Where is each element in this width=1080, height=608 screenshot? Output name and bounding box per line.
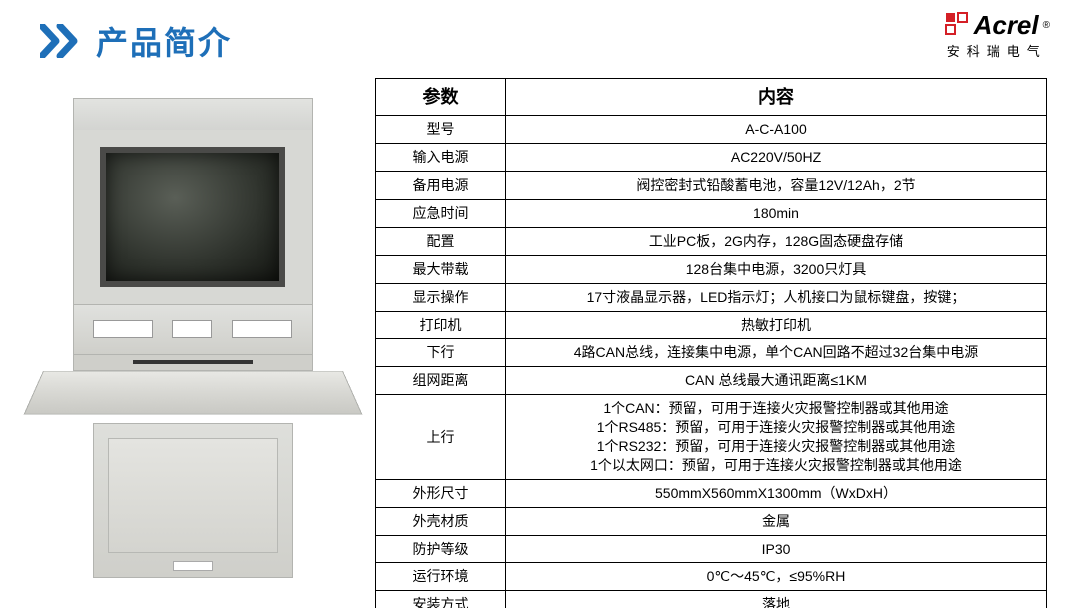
logo-name: Acrel (974, 10, 1039, 41)
table-cell-param: 外壳材质 (376, 507, 506, 535)
table-row: 配置工业PC板，2G内存，128G固态硬盘存储 (376, 227, 1047, 255)
table-header-row: 参数 内容 (376, 79, 1047, 116)
table-row: 型号A-C-A100 (376, 116, 1047, 144)
table-cell-param: 打印机 (376, 311, 506, 339)
table-row: 组网距离CAN 总线最大通讯距离≤1KM (376, 367, 1047, 395)
table-cell-content: 17寸液晶显示器，LED指示灯；人机接口为鼠标键盘，按键； (506, 283, 1047, 311)
table-cell-content: 金属 (506, 507, 1047, 535)
table-cell-param: 备用电源 (376, 172, 506, 200)
kiosk-illustration (73, 98, 313, 578)
table-row: 输入电源AC220V/50HZ (376, 144, 1047, 172)
table-row: 外形尺寸550mmX560mmX1300mm（WxDxH） (376, 479, 1047, 507)
table-cell-content: 0℃～45℃，≤95%RH (506, 563, 1047, 591)
table-cell-param: 配置 (376, 227, 506, 255)
spec-table: 参数 内容 型号A-C-A100输入电源AC220V/50HZ备用电源阀控密封式… (375, 78, 1047, 608)
table-cell-content: 4路CAN总线，连接集中电源，单个CAN回路不超过32台集中电源 (506, 339, 1047, 367)
table-cell-content: CAN 总线最大通讯距离≤1KM (506, 367, 1047, 395)
table-cell-param: 上行 (376, 395, 506, 480)
page-title: 产品简介 (96, 18, 232, 64)
table-row: 安装方式落地 (376, 591, 1047, 608)
table-cell-content: 阀控密封式铅酸蓄电池，容量12V/12Ah，2节 (506, 172, 1047, 200)
table-row: 防护等级IP30 (376, 535, 1047, 563)
logo-mark-icon (944, 11, 970, 40)
table-row: 显示操作17寸液晶显示器，LED指示灯；人机接口为鼠标键盘，按键； (376, 283, 1047, 311)
table-cell-content: 1个CAN：预留，可用于连接火灾报警控制器或其他用途 1个RS485：预留，可用… (506, 395, 1047, 480)
table-cell-param: 下行 (376, 339, 506, 367)
table-cell-content: AC220V/50HZ (506, 144, 1047, 172)
table-cell-content: 180min (506, 199, 1047, 227)
table-cell-param: 应急时间 (376, 199, 506, 227)
table-cell-param: 最大带载 (376, 255, 506, 283)
table-cell-param: 型号 (376, 116, 506, 144)
table-cell-param: 防护等级 (376, 535, 506, 563)
table-cell-content: 128台集中电源，3200只灯具 (506, 255, 1047, 283)
table-row: 上行1个CAN：预留，可用于连接火灾报警控制器或其他用途 1个RS485：预留，… (376, 395, 1047, 480)
table-cell-content: IP30 (506, 535, 1047, 563)
table-row: 应急时间180min (376, 199, 1047, 227)
table-row: 外壳材质金属 (376, 507, 1047, 535)
table-cell-param: 外形尺寸 (376, 479, 506, 507)
table-cell-param: 安装方式 (376, 591, 506, 608)
page-header: 产品简介 (40, 18, 232, 64)
product-image (45, 110, 340, 565)
table-cell-content: 热敏打印机 (506, 311, 1047, 339)
table-row: 最大带载128台集中电源，3200只灯具 (376, 255, 1047, 283)
spec-table-container: 参数 内容 型号A-C-A100输入电源AC220V/50HZ备用电源阀控密封式… (375, 78, 1047, 608)
table-cell-param: 输入电源 (376, 144, 506, 172)
table-row: 备用电源阀控密封式铅酸蓄电池，容量12V/12Ah，2节 (376, 172, 1047, 200)
table-cell-content: 落地 (506, 591, 1047, 608)
table-cell-param: 显示操作 (376, 283, 506, 311)
table-row: 运行环境0℃～45℃，≤95%RH (376, 563, 1047, 591)
chevron-right-icon (40, 24, 86, 58)
table-row: 下行4路CAN总线，连接集中电源，单个CAN回路不超过32台集中电源 (376, 339, 1047, 367)
table-cell-param: 运行环境 (376, 563, 506, 591)
logo-subtitle: 安科瑞电气 (944, 41, 1050, 60)
table-cell-content: 550mmX560mmX1300mm（WxDxH） (506, 479, 1047, 507)
table-header-param: 参数 (376, 79, 506, 116)
table-header-content: 内容 (506, 79, 1047, 116)
registered-icon: ® (1043, 20, 1050, 31)
table-cell-content: A-C-A100 (506, 116, 1047, 144)
table-row: 打印机热敏打印机 (376, 311, 1047, 339)
table-cell-content: 工业PC板，2G内存，128G固态硬盘存储 (506, 227, 1047, 255)
brand-logo: Acrel ® 安科瑞电气 (944, 10, 1050, 60)
table-cell-param: 组网距离 (376, 367, 506, 395)
